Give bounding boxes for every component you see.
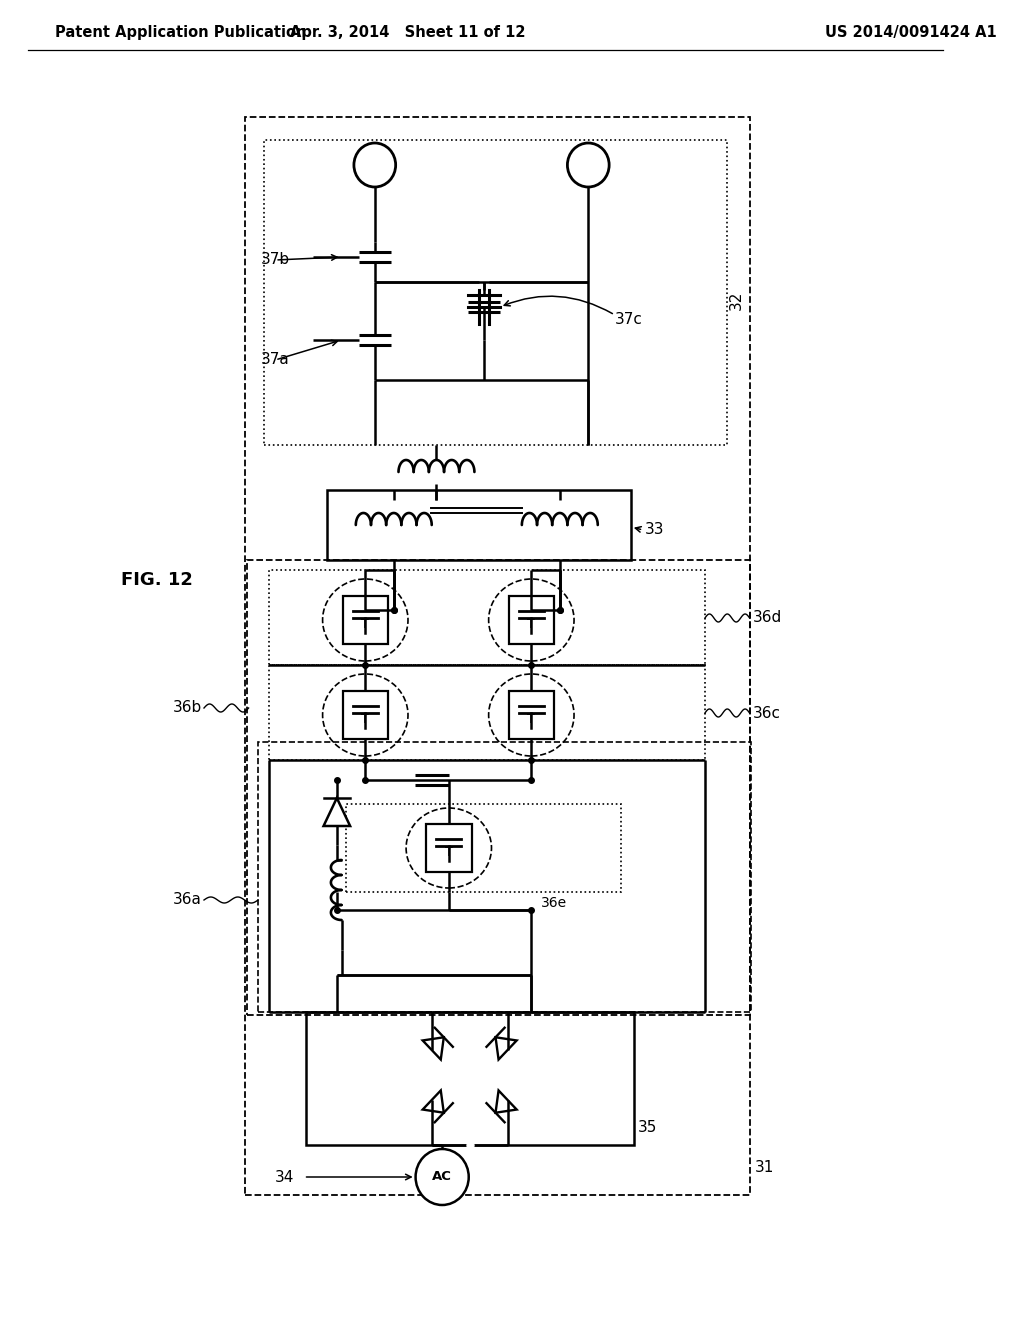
Text: T: T: [527, 713, 536, 726]
Text: T: T: [527, 618, 536, 631]
Text: 36c: 36c: [753, 705, 780, 721]
Text: Patent Application Publication: Patent Application Publication: [55, 25, 306, 40]
Bar: [268, 570, 705, 665]
Bar: [426, 824, 472, 873]
Polygon shape: [324, 799, 350, 826]
Text: US 2014/0091424 A1: US 2014/0091424 A1: [825, 25, 997, 40]
Text: T: T: [444, 846, 453, 859]
Bar: [268, 665, 705, 760]
Text: 35: 35: [638, 1119, 657, 1135]
Text: 34: 34: [274, 1170, 294, 1184]
Text: T: T: [361, 713, 370, 726]
Text: 32: 32: [729, 290, 743, 310]
Text: Apr. 3, 2014   Sheet 11 of 12: Apr. 3, 2014 Sheet 11 of 12: [290, 25, 525, 40]
Bar: [346, 804, 622, 892]
Bar: [258, 742, 752, 1012]
Text: 36a: 36a: [173, 892, 202, 908]
Polygon shape: [423, 1090, 443, 1113]
Bar: [328, 490, 631, 560]
Bar: [245, 117, 750, 1195]
Text: 36b: 36b: [173, 701, 202, 715]
Text: 37a: 37a: [261, 352, 290, 367]
Text: 37c: 37c: [614, 313, 643, 327]
Text: 33: 33: [645, 523, 665, 537]
Polygon shape: [496, 1090, 517, 1113]
Bar: [305, 1012, 634, 1144]
Bar: [247, 560, 750, 1015]
Text: 31: 31: [755, 1160, 774, 1175]
Bar: [342, 597, 388, 644]
Bar: [509, 690, 554, 739]
Text: 36e: 36e: [541, 896, 567, 909]
Bar: [342, 690, 388, 739]
Circle shape: [567, 143, 609, 187]
Bar: [509, 597, 554, 644]
Circle shape: [416, 1148, 469, 1205]
Text: 36d: 36d: [753, 610, 781, 626]
Text: AC: AC: [432, 1171, 452, 1184]
Text: 37b: 37b: [260, 252, 290, 268]
Text: T: T: [361, 618, 370, 631]
Polygon shape: [423, 1038, 443, 1060]
Bar: [264, 140, 727, 445]
Text: FIG. 12: FIG. 12: [121, 572, 193, 589]
Circle shape: [354, 143, 395, 187]
Polygon shape: [496, 1038, 517, 1060]
